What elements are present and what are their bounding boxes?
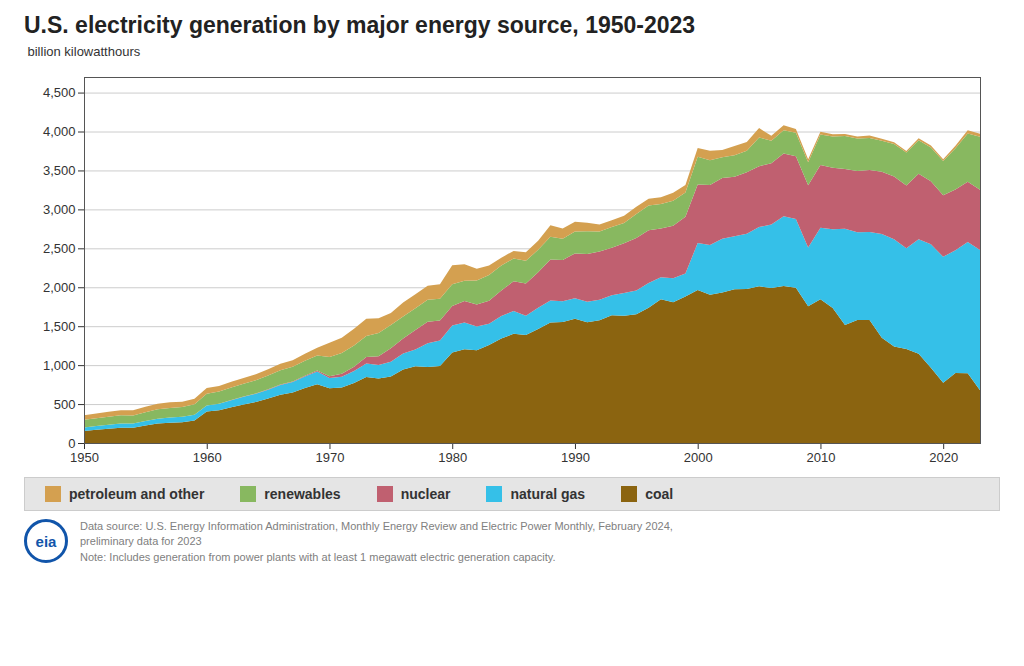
svg-text:1950: 1950 [70, 450, 99, 465]
svg-text:2010: 2010 [806, 450, 835, 465]
svg-text:1970: 1970 [316, 450, 345, 465]
svg-text:1960: 1960 [193, 450, 222, 465]
svg-text:2,500: 2,500 [43, 241, 76, 256]
html-text:petroleum and other: petroleum and other [69, 486, 205, 502]
html-text:U.S. electricity generation by: U.S. electricity generation by major ene… [24, 12, 696, 38]
svg-text:500: 500 [54, 397, 76, 412]
html-text:eia: eia [35, 532, 57, 550]
svg-text:4,500: 4,500 [43, 85, 76, 100]
html-text:preliminary data for 2023: preliminary data for 2023 [80, 535, 202, 548]
svg-text:1,500: 1,500 [43, 319, 76, 334]
svg-text:2,000: 2,000 [43, 280, 76, 295]
html-text:Data source: U.S. Energy Infor: Data source: U.S. Energy Information Adm… [80, 520, 673, 532]
svg-text:3,500: 3,500 [43, 163, 76, 178]
svg-text:1990: 1990 [561, 450, 590, 465]
svg-text:3,000: 3,000 [43, 202, 76, 217]
svg-text:4,000: 4,000 [43, 124, 76, 139]
html-text:natural gas: natural gas [510, 486, 586, 502]
svg-text:0: 0 [68, 436, 75, 451]
svg-text:1,000: 1,000 [43, 358, 76, 373]
svg-text:2000: 2000 [684, 450, 713, 465]
svg-text:1980: 1980 [438, 450, 467, 465]
html-text:coal: coal [645, 486, 674, 502]
html-text:nuclear: nuclear [400, 486, 451, 502]
svg-text:billion kilowatthours: billion kilowatthours [28, 44, 141, 59]
html-text:Note: Includes generation from: Note: Includes generation from power pla… [80, 550, 556, 563]
svg-text:2020: 2020 [929, 450, 958, 465]
html-text:renewables: renewables [264, 486, 341, 502]
